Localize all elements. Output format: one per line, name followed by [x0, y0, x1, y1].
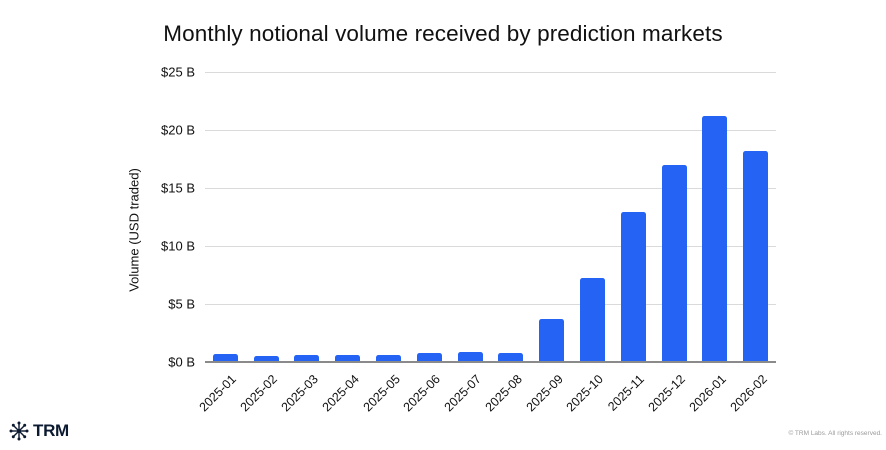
y-tick-label: $10 B [161, 238, 195, 254]
bar[interactable] [416, 352, 442, 362]
x-tick-label: 2025-03 [278, 372, 321, 415]
x-tick-label: 2025-05 [360, 372, 403, 415]
logo-text: TRM [33, 421, 69, 440]
bar[interactable] [212, 353, 238, 362]
x-tick-label: 2026-01 [686, 372, 729, 415]
x-tick-label: 2025-04 [319, 372, 362, 415]
x-tick-label: 2025-01 [196, 372, 240, 415]
trm-logo: TRM [9, 421, 69, 441]
bar[interactable] [335, 355, 361, 362]
y-tick-label: $0 B [168, 354, 195, 369]
bar[interactable] [702, 116, 728, 362]
gridline [205, 303, 776, 305]
gridline [205, 129, 776, 131]
x-tick-label: 2026-02 [727, 372, 770, 415]
y-tick-label: $15 B [161, 180, 195, 196]
gridline [205, 72, 776, 73]
bar[interactable] [539, 318, 565, 362]
y-tick-label: $5 B [168, 296, 195, 312]
hub-snowflake-icon [9, 421, 29, 441]
x-tick-label: 2025-10 [564, 372, 607, 415]
x-axis-line [205, 361, 776, 363]
bar[interactable] [620, 212, 646, 362]
copyright-notice: © TRM Labs. All rights reserved. [788, 430, 882, 437]
x-tick-label: 2025-07 [441, 372, 484, 415]
x-tick-label: 2025-02 [237, 372, 281, 415]
y-axis-label: Volume (USD traded) [126, 168, 142, 292]
x-tick-label: 2025-08 [482, 372, 525, 415]
gridline [205, 187, 776, 189]
x-tick-label: 2025-12 [645, 372, 688, 415]
x-tick-label: 2025-09 [523, 372, 566, 415]
gridline [205, 245, 776, 247]
bar[interactable] [498, 352, 524, 362]
bar[interactable] [376, 355, 402, 362]
bar[interactable] [457, 351, 483, 362]
y-tick-label: $25 B [161, 64, 195, 80]
bar[interactable] [294, 355, 320, 362]
bar[interactable] [743, 150, 769, 362]
bar[interactable] [579, 278, 605, 362]
y-tick-label: $20 B [161, 122, 195, 138]
chart-title: Monthly notional volume received by pred… [163, 21, 723, 46]
x-tick-label: 2025-06 [400, 372, 444, 415]
bar[interactable] [661, 164, 687, 362]
bar[interactable] [253, 356, 279, 362]
x-tick-label: 2025-11 [605, 372, 648, 414]
plot-area [205, 72, 776, 363]
